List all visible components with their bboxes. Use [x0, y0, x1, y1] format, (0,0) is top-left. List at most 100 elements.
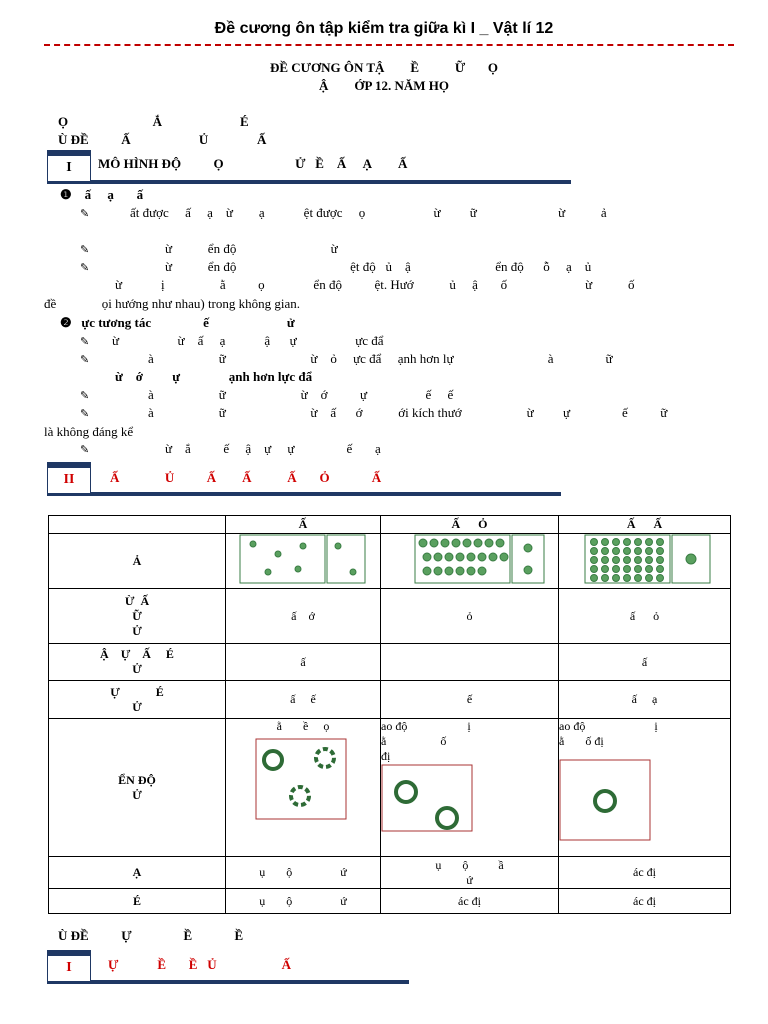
- table-cell: [380, 643, 559, 681]
- doc-title: Ậ ỚP 12. NĂM HỌ: [319, 78, 449, 93]
- table-row: Ả: [48, 533, 731, 589]
- table-cell: ấ ớ: [225, 588, 381, 644]
- cell-line: ấ ỏ: [629, 608, 660, 623]
- text-line: đề ọi hướng như nhau) trong không gian.: [44, 296, 301, 311]
- section-box: I: [47, 150, 91, 182]
- cell-line: ụ ộ ầ: [435, 857, 504, 872]
- section-rule: [47, 492, 561, 496]
- table-cell: [225, 533, 381, 589]
- label-line: Ử: [132, 699, 142, 714]
- page-header: Đề cương ôn tập kiểm tra giữa kì I _ Vật…: [214, 20, 554, 37]
- label-line: Ả: [132, 553, 142, 568]
- bullet: ✎: [80, 354, 90, 366]
- table-cell: ụ ộ ứ: [225, 888, 381, 914]
- label-line: Ữ: [132, 608, 142, 623]
- cell-line: ấ: [641, 654, 648, 669]
- table-cell: ụ ộ ứ: [225, 856, 381, 889]
- text-line: ừ ắ ế ậ ự ự ế ạ: [165, 441, 381, 456]
- cell-line: ỏ: [466, 608, 473, 623]
- table-cell: ấ: [558, 643, 731, 681]
- header-cell: Ấ Ấ: [558, 515, 731, 534]
- section-title: MÔ HÌNH ĐỘ Ọ Ử Ề Ấ Ạ Ấ: [98, 156, 408, 171]
- section-number: II: [63, 472, 75, 487]
- bullet: ✎: [80, 208, 90, 220]
- row-label: ỂN ĐỘ Ử: [48, 718, 226, 857]
- section-number: I: [66, 960, 72, 975]
- header-cell: Ấ: [225, 515, 381, 534]
- row-label: Ạ: [48, 856, 226, 889]
- table-cell: ác đị: [380, 888, 559, 914]
- part-heading: Ù ĐỀ Ấ Ủ Ấ: [58, 132, 267, 147]
- bullet: ✎: [80, 336, 90, 348]
- label-line: Ạ: [132, 865, 142, 879]
- bullet: ✎: [80, 444, 90, 456]
- doc-title: ĐỀ CƯƠNG ÔN TẬ Ề Ữ Ọ: [269, 60, 499, 75]
- table-cell: ằ ề ọ: [225, 718, 381, 857]
- bullet: ✎: [80, 408, 90, 420]
- label-line: ỂN ĐỘ: [118, 772, 156, 787]
- subheading: ❶ ấ ạ ấ: [60, 187, 144, 202]
- subheading: ❷ ực tương tác ế ử: [60, 315, 295, 330]
- table-cell: ế: [380, 680, 559, 719]
- section-rule: [47, 980, 409, 984]
- part-heading: Ọ Ắ É: [58, 114, 249, 129]
- table-cell: ấ: [225, 643, 381, 681]
- label-line: Ử: [132, 623, 142, 638]
- label-line: Ử: [132, 662, 142, 676]
- label-line: Ậ Ự Ấ É: [100, 647, 174, 661]
- bullet: ✎: [80, 244, 90, 256]
- cell-line: ác đị: [633, 865, 656, 879]
- cell-line: ứ: [466, 872, 473, 887]
- table-cell: ác đị: [558, 888, 731, 914]
- row-label: Ả: [48, 533, 226, 589]
- label-line: Ự É: [110, 684, 164, 699]
- cell-line: ằ ố: [381, 734, 447, 748]
- table-cell: ỏ: [380, 588, 559, 644]
- table-cell: [380, 533, 559, 589]
- label-line: Ử: [132, 787, 142, 802]
- bullet: ✎: [80, 390, 90, 402]
- text-line: à ữ ừ ớ ự ế ế: [148, 387, 454, 402]
- cell-line: ụ ộ ứ: [259, 865, 347, 879]
- section-number: I: [66, 160, 72, 175]
- part-heading: Ù ĐỀ Ự Ề Ề: [58, 928, 244, 943]
- table-cell: ác đị: [558, 856, 731, 889]
- cell-line: ao độ ị: [559, 719, 658, 733]
- label-line: É: [132, 893, 141, 908]
- text-line: ừ ển độ ệt độ ủ ậ ển độ ỗ ạ ủ: [165, 259, 592, 274]
- cell-line: ấ ạ: [631, 692, 658, 706]
- section-box: II: [47, 462, 91, 494]
- text-line: ừ ừ ấ ạ ậ ự ực đẩ: [112, 333, 384, 348]
- header-cell: [48, 515, 226, 534]
- table-cell: ấ ế: [225, 680, 381, 719]
- text-line: ất được ấ ạ ừ ạ ệt được ọ ừ ữ ừ ả: [130, 205, 607, 220]
- table-cell: ấ ạ: [558, 680, 731, 719]
- cell-line: ằ ố đị: [559, 734, 604, 748]
- text-line: ừ ớ ự ạnh hơn lực đẩ: [115, 369, 313, 384]
- text-line: ừ ển độ ừ: [165, 241, 338, 256]
- cell-line: ế: [466, 692, 473, 706]
- section-rule: [47, 180, 571, 184]
- text-line: là không đáng kể: [44, 424, 134, 439]
- cell-line: ác đị: [458, 893, 481, 908]
- cell-line: ằ ề ọ: [276, 719, 330, 733]
- cell-line: ấ: [300, 654, 306, 669]
- row-label: É: [48, 888, 226, 914]
- cell-line: ấ ế: [290, 692, 316, 706]
- label-line: Ừ Ấ: [124, 593, 150, 608]
- cell-line: đị: [381, 749, 391, 763]
